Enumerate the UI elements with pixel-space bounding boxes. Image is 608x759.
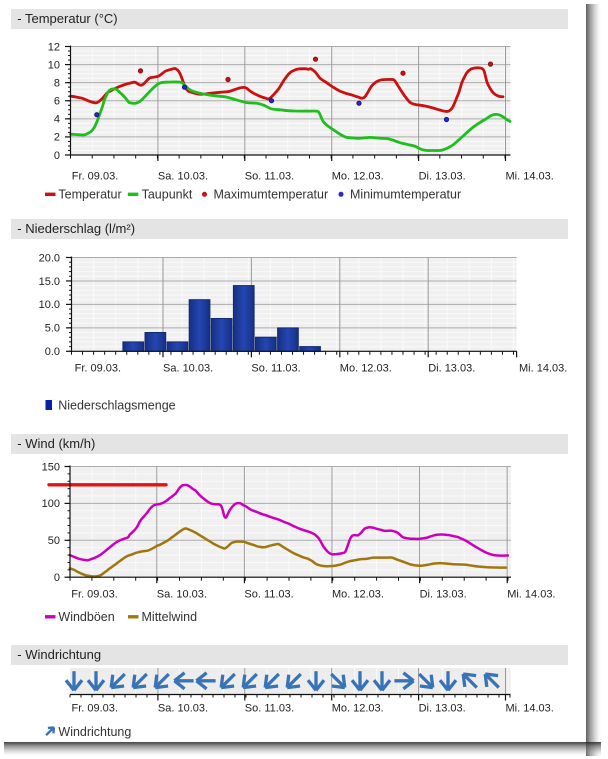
svg-text:- Wind (km/h): - Wind (km/h)	[17, 436, 95, 451]
svg-text:4: 4	[54, 114, 60, 126]
svg-text:Windrichtung: Windrichtung	[58, 725, 131, 739]
svg-text:Mi. 14.03.: Mi. 14.03.	[507, 589, 555, 601]
svg-text:Taupunkt: Taupunkt	[142, 188, 193, 202]
svg-text:Di. 13.03.: Di. 13.03.	[420, 589, 467, 601]
svg-text:Mo. 12.03.: Mo. 12.03.	[332, 703, 384, 715]
svg-text:Di. 13.03.: Di. 13.03.	[419, 171, 466, 183]
svg-text:So. 11.03.: So. 11.03.	[245, 171, 294, 183]
svg-text:- Windrichtung: - Windrichtung	[17, 647, 101, 662]
svg-text:20.0: 20.0	[39, 252, 60, 264]
svg-text:Mi. 14.03.: Mi. 14.03.	[519, 363, 567, 375]
svg-text:150: 150	[42, 461, 60, 473]
svg-text:2: 2	[54, 132, 60, 144]
svg-text:So. 11.03.: So. 11.03.	[244, 589, 293, 601]
svg-text:Niederschlagsmenge: Niederschlagsmenge	[58, 398, 175, 412]
svg-text:Di. 13.03.: Di. 13.03.	[419, 703, 466, 715]
svg-text:0: 0	[54, 572, 60, 584]
svg-text:10.0: 10.0	[39, 299, 60, 311]
svg-text:Sa. 10.03.: Sa. 10.03.	[158, 703, 208, 715]
svg-text:Windböen: Windböen	[58, 610, 114, 624]
svg-text:Fr. 09.03.: Fr. 09.03.	[72, 171, 118, 183]
svg-text:Mo. 12.03.: Mo. 12.03.	[332, 589, 384, 601]
svg-text:Sa. 10.03.: Sa. 10.03.	[158, 171, 208, 183]
svg-text:Di. 13.03.: Di. 13.03.	[428, 363, 475, 375]
svg-text:So. 11.03.: So. 11.03.	[251, 363, 300, 375]
svg-text:8: 8	[54, 77, 60, 89]
svg-text:Minimumtemperatur: Minimumtemperatur	[350, 188, 461, 202]
svg-text:Mittelwind: Mittelwind	[142, 610, 198, 624]
svg-text:Fr. 09.03.: Fr. 09.03.	[71, 589, 117, 601]
svg-text:- Niederschlag (l/m²): - Niederschlag (l/m²)	[17, 221, 135, 236]
svg-text:Sa. 10.03.: Sa. 10.03.	[163, 363, 213, 375]
svg-text:100: 100	[42, 498, 60, 510]
svg-text:- Temperatur (°C): - Temperatur (°C)	[17, 11, 117, 26]
svg-text:5.0: 5.0	[45, 323, 60, 335]
svg-text:15.0: 15.0	[39, 276, 60, 288]
svg-text:Mo. 12.03.: Mo. 12.03.	[332, 171, 384, 183]
svg-text:6: 6	[54, 96, 60, 108]
svg-text:Fr. 09.03.: Fr. 09.03.	[75, 363, 121, 375]
svg-text:0.0: 0.0	[45, 346, 60, 358]
svg-text:Fr. 09.03.: Fr. 09.03.	[72, 703, 118, 715]
svg-text:12: 12	[48, 41, 60, 53]
svg-text:50: 50	[48, 535, 60, 547]
svg-text:Maximumtemperatur: Maximumtemperatur	[214, 188, 329, 202]
svg-text:Mo. 12.03.: Mo. 12.03.	[340, 363, 392, 375]
svg-text:10: 10	[48, 59, 60, 71]
svg-text:Temperatur: Temperatur	[58, 188, 121, 202]
svg-text:Mi. 14.03.: Mi. 14.03.	[506, 171, 554, 183]
svg-text:Sa. 10.03.: Sa. 10.03.	[157, 589, 207, 601]
svg-text:0: 0	[54, 150, 60, 162]
svg-text:So. 11.03.: So. 11.03.	[245, 703, 294, 715]
svg-text:Mi. 14.03.: Mi. 14.03.	[506, 703, 554, 715]
